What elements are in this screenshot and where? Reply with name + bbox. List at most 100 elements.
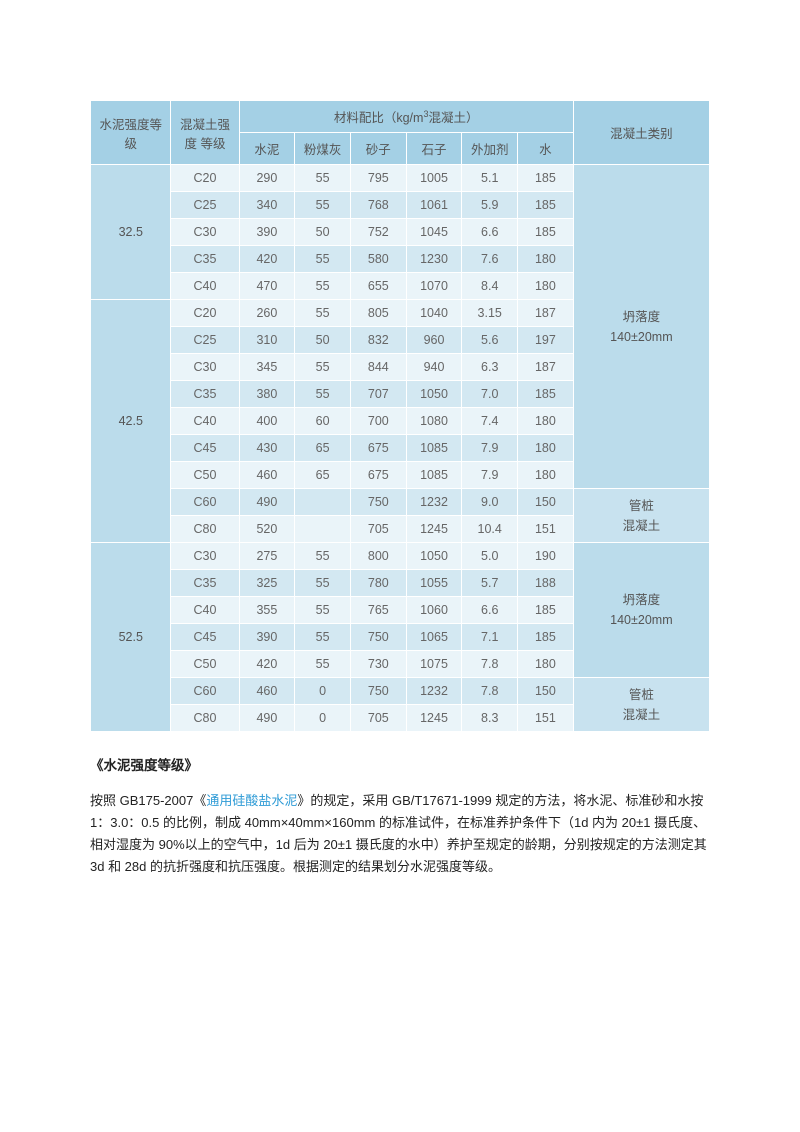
cell-admix: 9.0 xyxy=(462,489,518,516)
cell-flyash: 55 xyxy=(295,273,351,300)
cell-flyash: 50 xyxy=(295,327,351,354)
cell-grade: C35 xyxy=(171,246,239,273)
cell-flyash: 55 xyxy=(295,192,351,219)
cell-grade: C60 xyxy=(171,678,239,705)
cell-cement: 310 xyxy=(239,327,295,354)
cell-flyash: 55 xyxy=(295,354,351,381)
cell-stone: 1065 xyxy=(406,624,462,651)
cell-admix: 10.4 xyxy=(462,516,518,543)
cell-flyash: 60 xyxy=(295,408,351,435)
th-concrete-grade-text: 混凝土强度 等级 xyxy=(180,118,230,151)
cell-cement: 470 xyxy=(239,273,295,300)
cell-flyash: 55 xyxy=(295,381,351,408)
cell-flyash: 55 xyxy=(295,246,351,273)
th-flyash: 粉煤灰 xyxy=(295,133,351,165)
cell-admix: 7.1 xyxy=(462,624,518,651)
para-a: 按照 GB175-2007《 xyxy=(90,793,206,808)
cell-grade: C30 xyxy=(171,543,239,570)
cell-sand: 768 xyxy=(350,192,406,219)
cell-sand: 675 xyxy=(350,462,406,489)
cell-stone: 1245 xyxy=(406,516,462,543)
cell-grade: C25 xyxy=(171,192,239,219)
cell-water: 180 xyxy=(518,435,574,462)
cement-grade-cell: 32.5 xyxy=(91,165,171,300)
cell-water: 185 xyxy=(518,624,574,651)
concrete-mix-table: 水泥强度等级 混凝土强度 等级 材料配比（kg/m3混凝土） 混凝土类别 水泥 … xyxy=(90,100,710,732)
cell-admix: 5.1 xyxy=(462,165,518,192)
cell-water: 185 xyxy=(518,381,574,408)
cell-cement: 460 xyxy=(239,462,295,489)
cell-sand: 844 xyxy=(350,354,406,381)
cell-stone: 1060 xyxy=(406,597,462,624)
cell-cement: 380 xyxy=(239,381,295,408)
cell-sand: 765 xyxy=(350,597,406,624)
cell-cement: 390 xyxy=(239,219,295,246)
cell-grade: C80 xyxy=(171,705,239,732)
cell-flyash: 0 xyxy=(295,678,351,705)
cell-admix: 7.8 xyxy=(462,678,518,705)
cell-flyash xyxy=(295,516,351,543)
cell-flyash: 50 xyxy=(295,219,351,246)
cell-cement: 420 xyxy=(239,651,295,678)
cell-stone: 940 xyxy=(406,354,462,381)
cell-admix: 6.3 xyxy=(462,354,518,381)
cell-stone: 1232 xyxy=(406,678,462,705)
cell-sand: 700 xyxy=(350,408,406,435)
cell-water: 185 xyxy=(518,219,574,246)
cell-admix: 7.9 xyxy=(462,435,518,462)
table-row: 32.5C202905579510055.1185坍落度140±20mm xyxy=(91,165,710,192)
cell-stone: 1055 xyxy=(406,570,462,597)
th-water: 水 xyxy=(518,133,574,165)
cell-cement: 275 xyxy=(239,543,295,570)
cell-admix: 6.6 xyxy=(462,597,518,624)
cell-sand: 805 xyxy=(350,300,406,327)
cell-stone: 960 xyxy=(406,327,462,354)
cell-cement: 520 xyxy=(239,516,295,543)
cell-admix: 7.0 xyxy=(462,381,518,408)
concrete-type-cell: 管桩混凝土 xyxy=(573,489,709,543)
th-mix-label-b: 混凝土） xyxy=(428,111,478,125)
cell-water: 150 xyxy=(518,489,574,516)
cell-cement: 490 xyxy=(239,705,295,732)
cell-grade: C30 xyxy=(171,354,239,381)
cell-water: 197 xyxy=(518,327,574,354)
th-cement-grade: 水泥强度等级 xyxy=(91,101,171,165)
cell-sand: 752 xyxy=(350,219,406,246)
cell-stone: 1230 xyxy=(406,246,462,273)
cell-cement: 355 xyxy=(239,597,295,624)
th-sand: 砂子 xyxy=(350,133,406,165)
th-stone: 石子 xyxy=(406,133,462,165)
cell-water: 151 xyxy=(518,516,574,543)
cell-water: 185 xyxy=(518,597,574,624)
cell-stone: 1061 xyxy=(406,192,462,219)
cell-admix: 5.0 xyxy=(462,543,518,570)
cell-admix: 8.3 xyxy=(462,705,518,732)
cell-flyash: 55 xyxy=(295,651,351,678)
cell-sand: 580 xyxy=(350,246,406,273)
cell-grade: C45 xyxy=(171,435,239,462)
cell-stone: 1050 xyxy=(406,543,462,570)
cell-flyash: 65 xyxy=(295,435,351,462)
cell-grade: C40 xyxy=(171,597,239,624)
cell-sand: 730 xyxy=(350,651,406,678)
cell-water: 187 xyxy=(518,354,574,381)
cell-sand: 750 xyxy=(350,489,406,516)
cell-cement: 490 xyxy=(239,489,295,516)
cell-admix: 5.7 xyxy=(462,570,518,597)
cell-cement: 420 xyxy=(239,246,295,273)
cell-water: 185 xyxy=(518,192,574,219)
cell-admix: 7.6 xyxy=(462,246,518,273)
cell-stone: 1040 xyxy=(406,300,462,327)
cell-grade: C20 xyxy=(171,300,239,327)
cell-flyash: 55 xyxy=(295,624,351,651)
cell-sand: 675 xyxy=(350,435,406,462)
para-link[interactable]: 通用硅酸盐水泥 xyxy=(206,793,297,808)
concrete-type-cell: 坍落度140±20mm xyxy=(573,543,709,678)
cell-grade: C25 xyxy=(171,327,239,354)
cell-admix: 6.6 xyxy=(462,219,518,246)
cell-admix: 5.6 xyxy=(462,327,518,354)
cell-water: 151 xyxy=(518,705,574,732)
cell-admix: 3.15 xyxy=(462,300,518,327)
table-row: 52.5C302755580010505.0190坍落度140±20mm xyxy=(91,543,710,570)
cell-flyash: 65 xyxy=(295,462,351,489)
